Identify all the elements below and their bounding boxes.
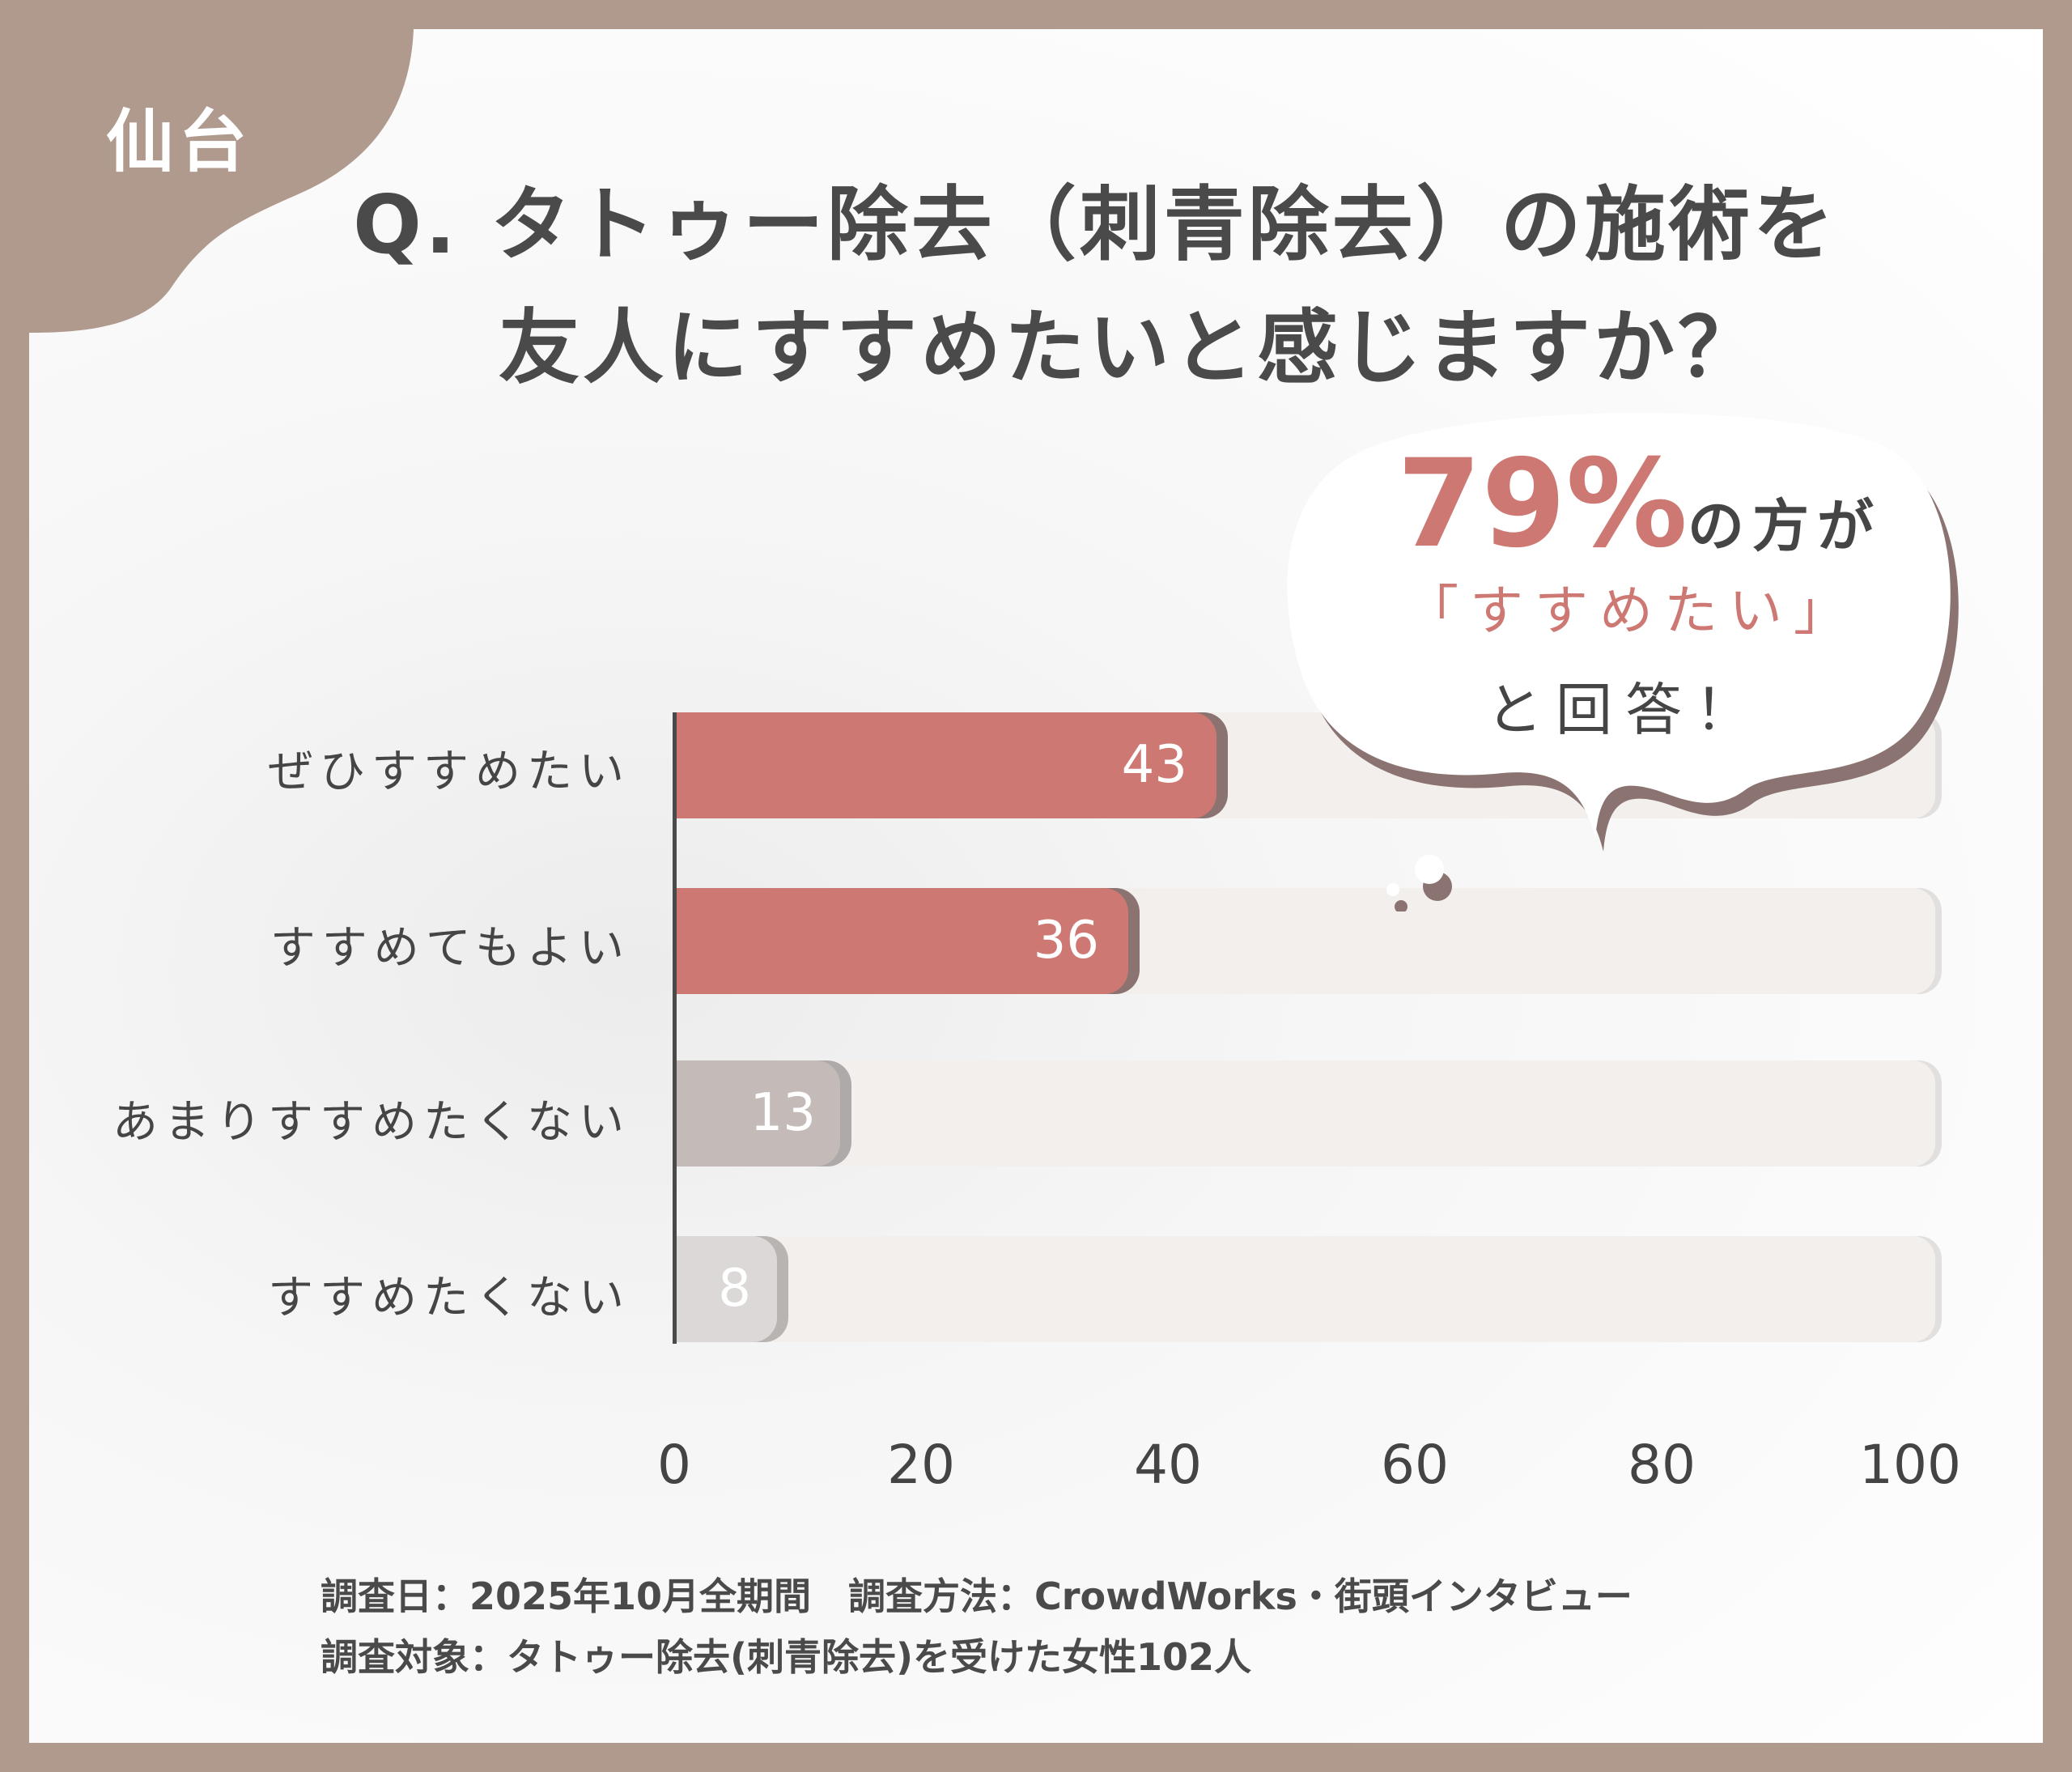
x-tick: 80: [1628, 1434, 1696, 1496]
bar-value: 36: [1033, 911, 1099, 971]
chart-card: 仙台 Q. タトゥー除去（刺青除去）の施術を 友人にすすめたいと感じますか？ 4…: [29, 29, 2043, 1743]
survey-footnote-line-2: 調査対象：タトゥー除去(刺青除去)を受けた女性102人: [321, 1635, 1252, 1679]
x-tick: 100: [1859, 1434, 1961, 1496]
callout-headline: 79%の方が: [1397, 434, 1882, 575]
corner-blob: [29, 29, 414, 333]
callout-quote: 「すすめたい」: [1405, 580, 1858, 642]
city-tag: 仙台: [106, 102, 253, 181]
survey-footnote-line-1: 調査日：2025年10月全期間 調査方法：CrowdWorks・街頭インタビュー: [321, 1574, 1633, 1618]
category-label: すすめたくない: [268, 1272, 631, 1324]
x-tick: 60: [1381, 1434, 1449, 1496]
bar-amari-susumetakunai: 13: [677, 1060, 840, 1166]
x-tick: 20: [887, 1434, 955, 1496]
bar-susumetemo-yoi: 36: [677, 888, 1128, 994]
bar-susumetakunai: 8: [677, 1236, 777, 1342]
category-label: あまりすすめたくない: [113, 1096, 631, 1149]
category-label: ぜひすすめたい: [268, 746, 631, 798]
bar-track: [677, 1060, 1935, 1166]
x-tick: 0: [657, 1434, 691, 1496]
callout-percent-suffix: の方が: [1688, 493, 1883, 559]
bar-value: 43: [1121, 735, 1187, 795]
bar-value: 13: [749, 1083, 816, 1143]
bar-zehi-susumetai: 43: [677, 712, 1216, 818]
question-title-line-2: 友人にすすめたいと感じますか？: [499, 300, 1762, 395]
y-axis-line: [673, 712, 677, 1344]
category-label: すすめてもよい: [270, 922, 631, 975]
question-title-line-1: Q. タトゥー除去（刺青除去）の施術を: [353, 177, 1837, 272]
bar-track: [677, 1236, 1935, 1342]
x-tick: 40: [1134, 1434, 1202, 1496]
callout-ending: と回答！: [1486, 677, 1764, 743]
speech-bubble-icon: [1287, 413, 1959, 911]
bar-value: 8: [718, 1259, 751, 1319]
callout-percent: 79%: [1397, 434, 1688, 575]
